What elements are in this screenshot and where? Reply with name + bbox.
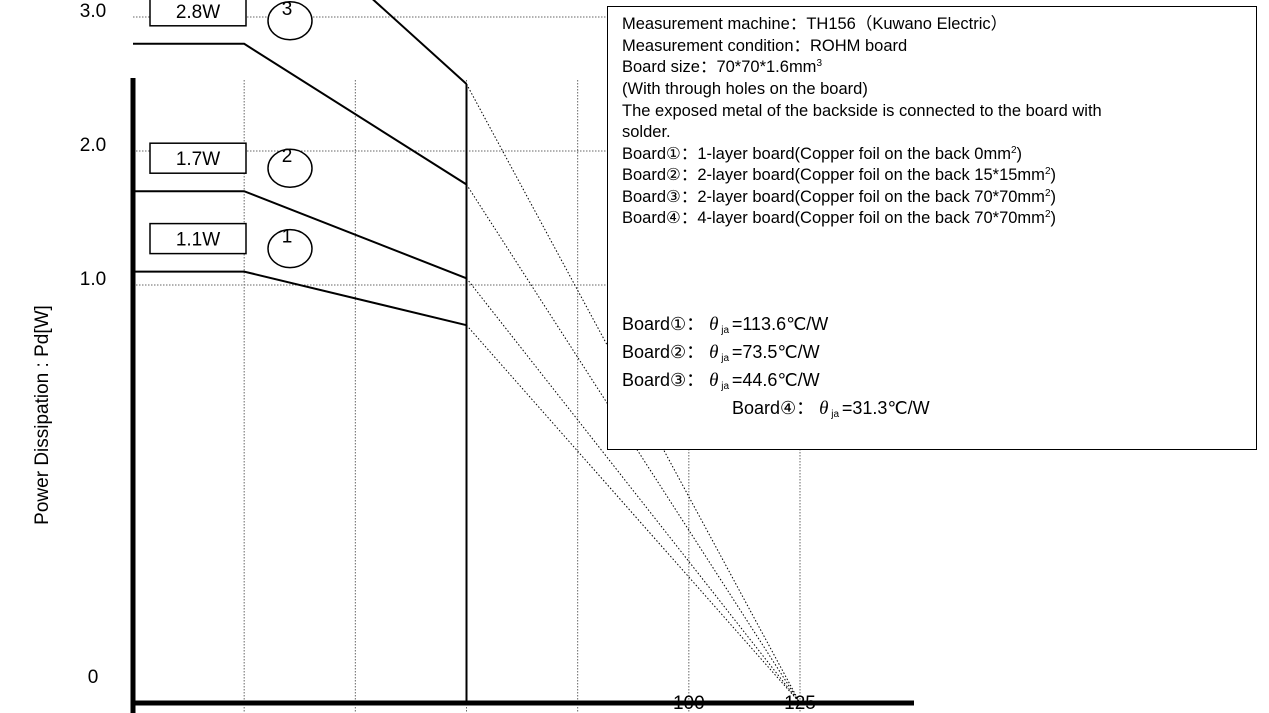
superscript: 2 [1044, 187, 1051, 199]
theta-subscript: ja [718, 381, 732, 392]
theta-symbol: θ [709, 342, 719, 363]
theta-symbol: θ [709, 370, 719, 391]
thermal-resistance-line: Board②： θ ja =73.5℃/W [622, 342, 820, 369]
thermal-board-label: Board③： [622, 370, 710, 390]
series-lines [133, 0, 468, 327]
thermal-value: =31.3℃/W [841, 398, 930, 418]
superscript: 2 [1044, 209, 1051, 220]
info-line-tail: ) [1050, 187, 1057, 206]
thermal-resistance-line: Board③： θ ja =44.6℃/W [622, 370, 820, 397]
series-number-label: 1 [282, 227, 293, 248]
series-value-box [149, 142, 247, 174]
y-tick-label: 1.0 [80, 269, 106, 290]
series-number-circle [267, 1, 313, 41]
series-extrapolation-4 [466, 83, 801, 704]
series-line-2 [133, 190, 467, 280]
series-number-label: 3 [282, 0, 293, 20]
y-tick-label: 3.0 [80, 1, 106, 22]
series-number-circle [267, 148, 313, 188]
thermal-board-label: Board②： [622, 342, 710, 362]
theta-subscript: ja [718, 353, 732, 364]
series-value-box [149, 0, 247, 27]
series-value-label: 1.1W [176, 230, 220, 251]
thermal-value: =73.5℃/W [731, 342, 820, 362]
info-line: (With through holes on the board) [622, 79, 868, 99]
info-line-text: (With through holes on the board) [622, 80, 868, 98]
axes [130, 78, 914, 713]
thermal-resistance-line: Board①： θ ja =113.6℃/W [622, 314, 828, 341]
info-line-text: Board④：4-layer board(Copper foil on the … [622, 209, 1045, 227]
info-line-tail: ) [1050, 209, 1057, 227]
series-value-label: 2.8W [176, 2, 220, 23]
info-line-text: Board①：1-layer board(Copper foil on the … [622, 144, 1011, 163]
thermal-resistance-line: Board④： θ ja =31.3℃/W [732, 398, 930, 425]
measurement-info-box: Measurement machine：TH156（Kuwano Electri… [607, 6, 1257, 450]
series-extrapolation-2 [466, 277, 801, 704]
info-line: Measurement condition：ROHM board [622, 36, 907, 56]
info-line: solder. [622, 122, 671, 142]
info-line-text: Measurement condition：ROHM board [622, 36, 908, 55]
superscript: 2 [1044, 166, 1051, 177]
theta-symbol: θ [709, 314, 719, 335]
thermal-board-label: Board④： [732, 398, 820, 418]
theta-symbol: θ [819, 398, 829, 419]
theta-subscript: ja [718, 325, 732, 336]
info-line: Board④：4-layer board(Copper foil on the … [622, 208, 1056, 228]
info-line-text: solder. [622, 123, 671, 141]
thermal-value: =44.6℃/W [731, 370, 820, 390]
y-axis-label: Power Dissipation : Pd[W] [32, 305, 53, 525]
series-number-label: 2 [282, 146, 293, 167]
info-line: Measurement machine：TH156（Kuwano Electri… [622, 14, 1007, 34]
info-line-text: The exposed metal of the backside is con… [622, 101, 1102, 120]
y-tick-label: 0 [88, 667, 99, 688]
info-line-tail: ) [1016, 144, 1023, 163]
series-line-4 [372, 0, 468, 85]
superscript: 3 [816, 58, 822, 69]
series-value-box [149, 222, 247, 255]
thermal-value: =113.6℃/W [731, 314, 829, 334]
theta-subscript: ja [828, 409, 842, 420]
info-line: The exposed metal of the backside is con… [622, 101, 1102, 121]
info-line-text: Board size：70*70*1.6mm [622, 58, 817, 76]
info-line-text: Board③：2-layer board(Copper foil on the … [622, 187, 1045, 206]
info-line: Board③：2-layer board(Copper foil on the … [622, 187, 1056, 207]
y-tick-label: 2.0 [80, 135, 106, 156]
x-tick-label: 125 [784, 693, 816, 713]
thermal-board-label: Board①： [622, 314, 710, 334]
info-line: Board②：2-layer board(Copper foil on the … [622, 165, 1056, 185]
series-value-label: 1.7W [176, 149, 220, 170]
series-number-circle [267, 228, 313, 269]
info-line-tail: ) [1050, 166, 1057, 184]
series-line-3 [133, 42, 468, 186]
info-line: Board size：70*70*1.6mm3 [622, 57, 822, 77]
info-line: Board①：1-layer board(Copper foil on the … [622, 144, 1022, 164]
superscript: 2 [1010, 144, 1017, 156]
series-line-1 [133, 270, 467, 327]
x-tick-label: 100 [673, 693, 705, 713]
info-line-text: Board②：2-layer board(Copper foil on the … [622, 166, 1045, 184]
info-line-text: Measurement machine：TH156（Kuwano Electri… [622, 15, 1008, 33]
